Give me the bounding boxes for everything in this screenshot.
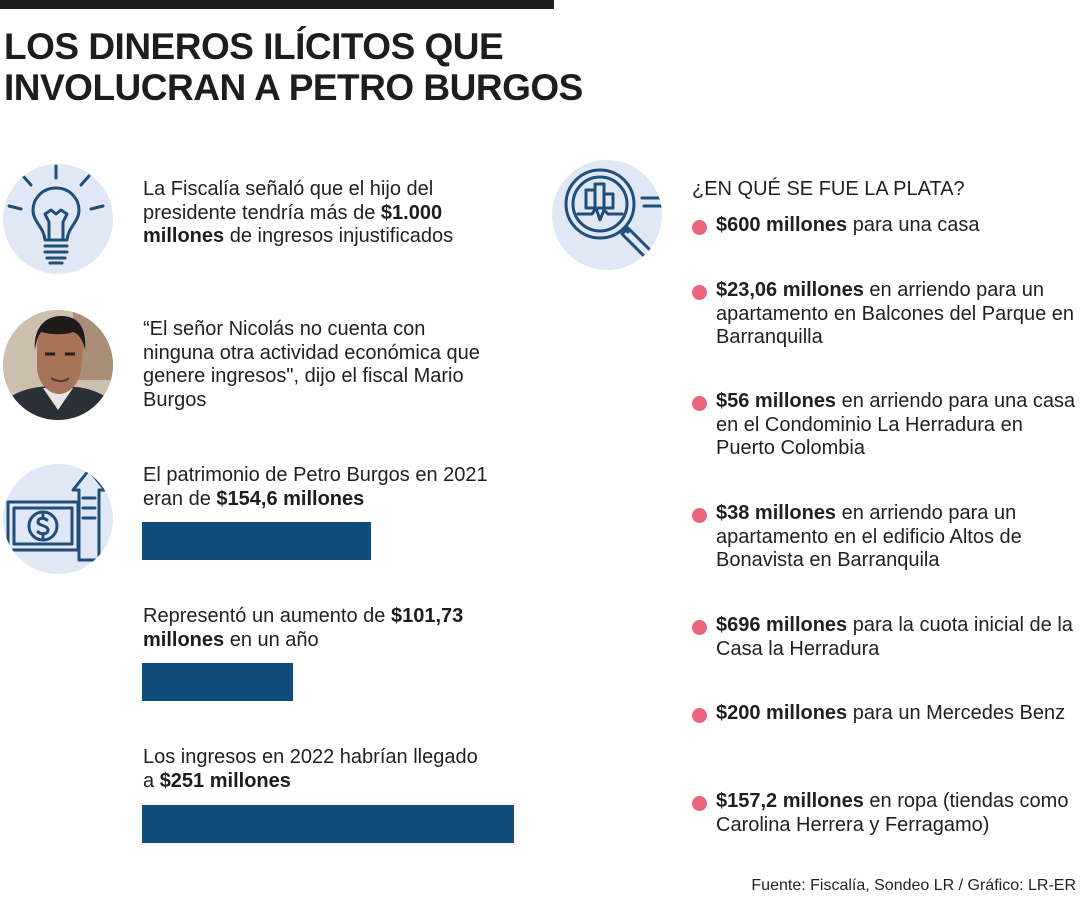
bullet-dot (692, 796, 707, 811)
prosecutor-photo (3, 310, 113, 420)
increase-text: Representó un aumento de $101,73 millone… (143, 605, 464, 651)
bullet-dot (692, 508, 707, 523)
prosecutor-quote: “El señor Nicolás no cuenta con ninguna … (143, 318, 480, 411)
income-2022-bar (142, 805, 514, 843)
patrimony-2021-amount: $154,6 millones (216, 487, 365, 510)
patrimony-2021-bar (142, 522, 372, 560)
increase-amount: $101,73 millones (143, 605, 464, 651)
patrimony-2021-text: El patrimonio de Petro Burgos en 2021 er… (143, 464, 488, 510)
spending-header: ¿EN QUÉ SE FUE LA PLATA? (692, 178, 965, 200)
bullet-dot (692, 285, 707, 300)
source-credit: Fuente: Fiscalía, Sondeo LR / Gráfico: L… (751, 877, 1076, 894)
bullet-dot (692, 708, 707, 723)
title-line-1: LOS DINEROS ILÍCITOS QUE (4, 26, 504, 67)
bullet-dot (692, 396, 707, 411)
top-rule (0, 0, 554, 9)
income-2022-amount: $251 millones (159, 769, 291, 792)
magnifier-chart-icon (552, 160, 662, 270)
money-growth-icon (3, 464, 113, 574)
title-line-2: INVOLUCRAN A PETRO BURGOS (4, 67, 583, 108)
income-2022-text: Los ingresos en 2022 habrían llegado a $… (143, 746, 478, 792)
infographic-title: LOS DINEROS ILÍCITOS QUE INVOLUCRAN A PE… (4, 26, 583, 108)
bullet-dot (692, 620, 707, 635)
bullet-dot (692, 220, 707, 235)
fact-injustified-income: La Fiscalía señaló que el hijo del presi… (143, 178, 454, 248)
lightbulb-icon (3, 164, 113, 274)
fact-injustified-amount: $1.000 millones (143, 201, 443, 248)
increase-bar (142, 663, 293, 701)
